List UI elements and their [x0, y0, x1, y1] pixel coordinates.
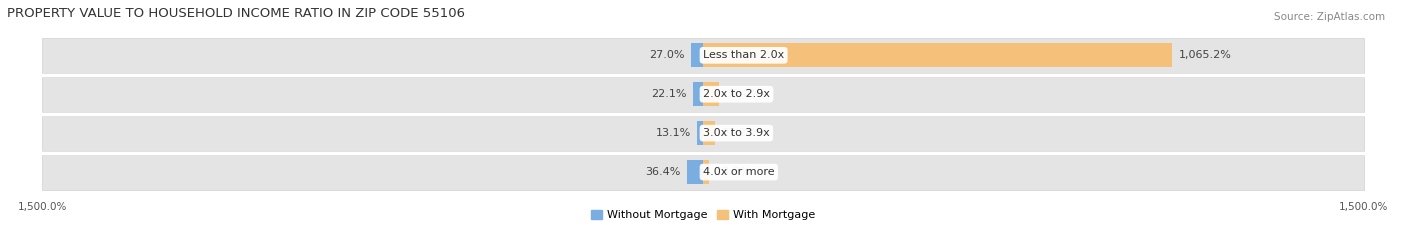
Bar	[703, 121, 716, 145]
Bar	[703, 43, 1173, 67]
Text: 27.2%: 27.2%	[721, 128, 758, 138]
Text: 36.4%: 36.4%	[645, 167, 681, 177]
Text: 27.0%: 27.0%	[650, 50, 685, 60]
Bar	[697, 121, 703, 145]
Bar	[42, 116, 1364, 151]
Bar	[42, 77, 1364, 112]
Text: 13.1%: 13.1%	[655, 128, 690, 138]
Text: 4.0x or more: 4.0x or more	[703, 167, 775, 177]
Legend: Without Mortgage, With Mortgage: Without Mortgage, With Mortgage	[586, 205, 820, 225]
Text: PROPERTY VALUE TO HOUSEHOLD INCOME RATIO IN ZIP CODE 55106: PROPERTY VALUE TO HOUSEHOLD INCOME RATIO…	[7, 7, 465, 20]
Bar	[42, 38, 1364, 73]
Text: Less than 2.0x: Less than 2.0x	[703, 50, 785, 60]
Text: 36.0%: 36.0%	[725, 89, 761, 99]
Bar	[42, 154, 1364, 190]
Text: 1,065.2%: 1,065.2%	[1178, 50, 1232, 60]
Bar	[688, 160, 703, 184]
Text: 2.0x to 2.9x: 2.0x to 2.9x	[703, 89, 770, 99]
Text: Source: ZipAtlas.com: Source: ZipAtlas.com	[1274, 12, 1385, 22]
Bar	[693, 82, 703, 106]
Bar	[703, 82, 718, 106]
Text: 22.1%: 22.1%	[651, 89, 686, 99]
Bar	[692, 43, 703, 67]
Text: 13.8%: 13.8%	[716, 167, 751, 177]
Text: 3.0x to 3.9x: 3.0x to 3.9x	[703, 128, 769, 138]
Bar	[703, 160, 709, 184]
